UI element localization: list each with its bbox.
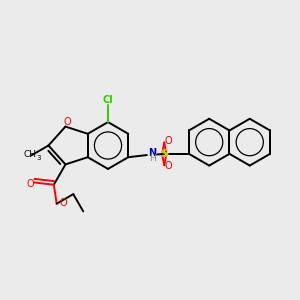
Text: 3: 3: [36, 154, 41, 160]
Text: CH: CH: [24, 150, 37, 159]
Text: O: O: [59, 198, 67, 208]
Text: O: O: [165, 161, 172, 172]
Text: O: O: [64, 117, 71, 127]
Text: O: O: [165, 136, 172, 146]
Text: Cl: Cl: [103, 95, 113, 105]
Text: O: O: [26, 178, 34, 189]
Text: H: H: [149, 154, 156, 163]
Text: S: S: [160, 149, 168, 159]
Text: N: N: [148, 148, 156, 158]
